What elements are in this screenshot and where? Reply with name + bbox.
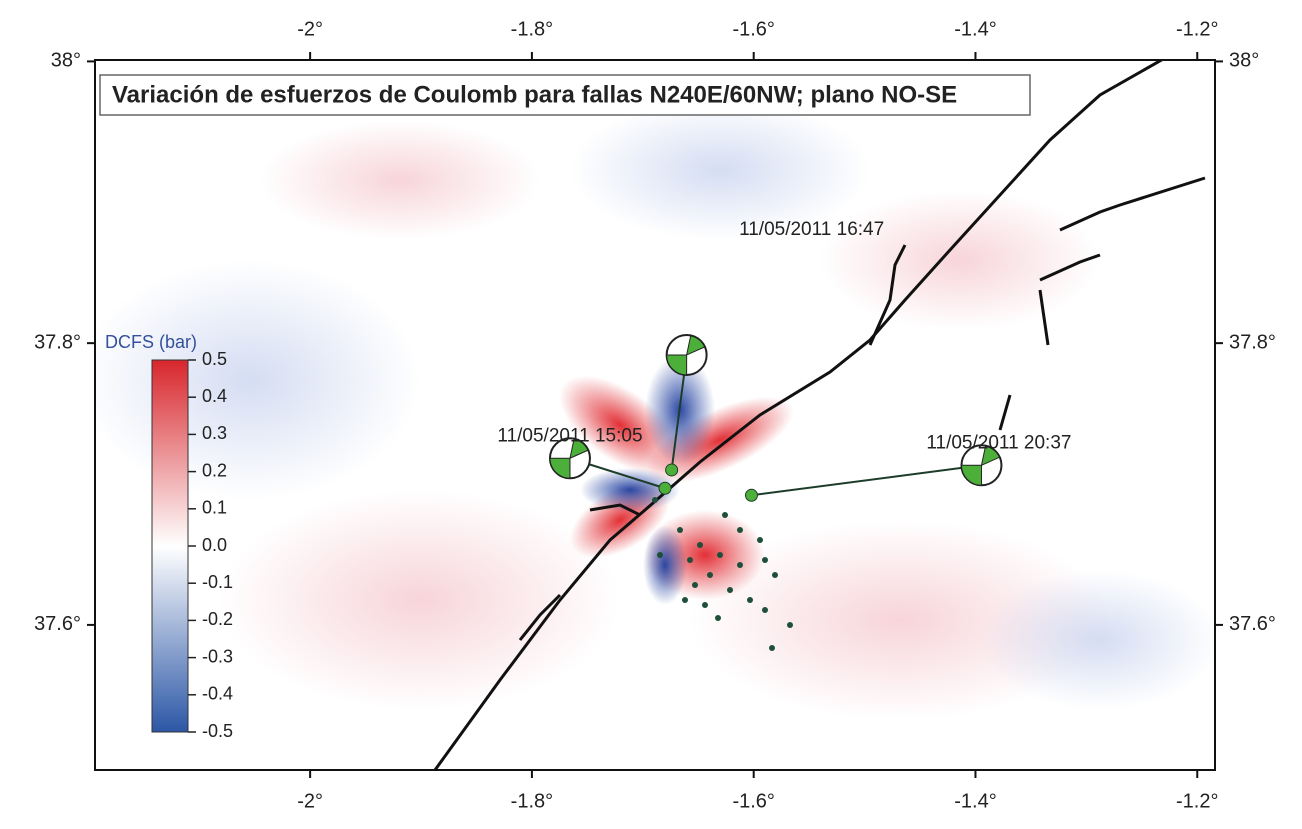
colorbar-tick-label: -0.4 [202, 684, 233, 704]
colorbar-label: DCFS (bar) [105, 332, 197, 352]
x-tick-label: -1.4° [954, 18, 996, 40]
colorbar-tick-label: 0.3 [202, 423, 227, 443]
colorbar-tick-label: 0.4 [202, 386, 227, 406]
colorbar-tick-label: -0.2 [202, 609, 233, 629]
y-tick-label: 38° [1229, 50, 1259, 72]
event-label: 11/05/2011 15:05 [497, 425, 642, 446]
colorbar-tick-label: -0.1 [202, 572, 233, 592]
map-figure: Variación de esfuerzos de Coulomb para f… [0, 0, 1302, 824]
page: {"chart_data": {"type": "map", "title": … [0, 0, 1302, 824]
event-link [751, 465, 981, 495]
y-tick-label: 37.8° [34, 331, 81, 353]
colorbar-tick-label: 0.1 [202, 498, 227, 518]
x-tick-label: -1.2° [1176, 18, 1218, 40]
epicenter [745, 489, 757, 501]
x-tick-label: -1.2° [1176, 790, 1218, 812]
colorbar-tick-label: 0.5 [202, 349, 227, 369]
x-tick-label: -1.8° [511, 18, 553, 40]
colorbar-tick-label: 0.2 [202, 460, 227, 480]
x-tick-label: -1.8° [511, 790, 553, 812]
colorbar-tick-label: 0.0 [202, 535, 227, 555]
x-tick-label: -2° [297, 18, 323, 40]
y-tick-label: 37.6° [1229, 613, 1276, 635]
map-title: Variación de esfuerzos de Coulomb para f… [112, 81, 957, 108]
colorbar [152, 360, 188, 732]
y-tick-label: 38° [51, 50, 81, 72]
y-tick-label: 37.6° [34, 613, 81, 635]
x-tick-label: -2° [297, 790, 323, 812]
colorbar-tick-label: -0.5 [202, 721, 233, 741]
epicenter [666, 464, 678, 476]
event-label: 11/05/2011 16:47 [739, 219, 884, 240]
epicenter [659, 482, 671, 494]
event-label: 11/05/2011 20:37 [926, 432, 1071, 453]
x-tick-label: -1.6° [732, 790, 774, 812]
stress-field [80, 58, 1220, 770]
colorbar-tick-label: -0.3 [202, 646, 233, 666]
x-tick-label: -1.4° [954, 790, 996, 812]
x-tick-label: -1.6° [732, 18, 774, 40]
y-tick-label: 37.8° [1229, 331, 1276, 353]
